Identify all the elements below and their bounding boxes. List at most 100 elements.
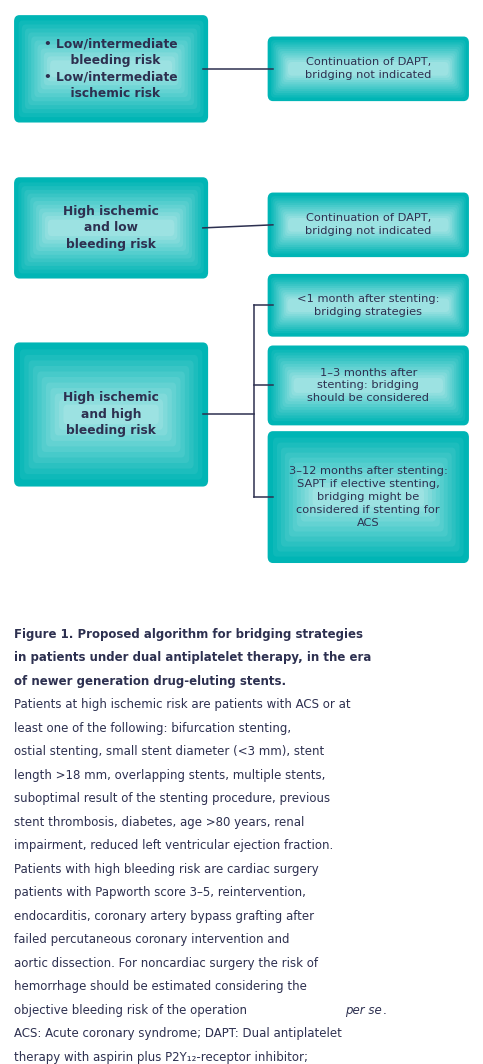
FancyBboxPatch shape bbox=[269, 194, 468, 255]
FancyBboxPatch shape bbox=[24, 355, 198, 475]
FancyBboxPatch shape bbox=[281, 290, 456, 320]
FancyBboxPatch shape bbox=[289, 372, 447, 399]
FancyBboxPatch shape bbox=[280, 361, 456, 410]
FancyBboxPatch shape bbox=[281, 53, 455, 84]
FancyBboxPatch shape bbox=[276, 284, 461, 327]
Text: failed percutaneous coronary intervention and: failed percutaneous coronary interventio… bbox=[14, 933, 290, 946]
FancyBboxPatch shape bbox=[24, 189, 198, 266]
FancyBboxPatch shape bbox=[272, 43, 464, 96]
FancyBboxPatch shape bbox=[277, 286, 459, 325]
Text: High ischemic
and high
bleeding risk: High ischemic and high bleeding risk bbox=[63, 392, 159, 437]
FancyBboxPatch shape bbox=[50, 61, 172, 78]
FancyBboxPatch shape bbox=[288, 218, 449, 232]
Text: suboptimal result of the stenting procedure, previous: suboptimal result of the stenting proced… bbox=[14, 793, 331, 805]
FancyBboxPatch shape bbox=[269, 347, 468, 423]
FancyBboxPatch shape bbox=[279, 51, 457, 86]
Text: of newer generation drug-eluting stents.: of newer generation drug-eluting stents. bbox=[14, 675, 286, 687]
FancyBboxPatch shape bbox=[297, 467, 440, 527]
FancyBboxPatch shape bbox=[291, 376, 445, 396]
FancyBboxPatch shape bbox=[276, 202, 461, 247]
FancyBboxPatch shape bbox=[55, 394, 168, 435]
Text: least one of the following: bifurcation stenting,: least one of the following: bifurcation … bbox=[14, 721, 292, 734]
FancyBboxPatch shape bbox=[273, 352, 463, 418]
FancyBboxPatch shape bbox=[59, 399, 163, 430]
FancyBboxPatch shape bbox=[45, 216, 177, 239]
FancyBboxPatch shape bbox=[283, 364, 454, 408]
FancyBboxPatch shape bbox=[269, 38, 468, 100]
Text: in patients under dual antiplatelet therapy, in the era: in patients under dual antiplatelet ther… bbox=[14, 651, 372, 664]
FancyBboxPatch shape bbox=[289, 458, 448, 536]
Text: .: . bbox=[383, 1003, 387, 1017]
Text: Patients at high ischemic risk are patients with ACS or at: Patients at high ischemic risk are patie… bbox=[14, 698, 351, 711]
FancyBboxPatch shape bbox=[48, 219, 174, 236]
FancyBboxPatch shape bbox=[47, 56, 175, 81]
FancyBboxPatch shape bbox=[271, 40, 466, 98]
FancyBboxPatch shape bbox=[284, 57, 452, 80]
FancyBboxPatch shape bbox=[286, 60, 450, 78]
Text: length >18 mm, overlapping stents, multiple stents,: length >18 mm, overlapping stents, multi… bbox=[14, 768, 326, 782]
Text: Figure 1. Proposed algorithm for bridging strategies: Figure 1. Proposed algorithm for bridgin… bbox=[14, 628, 364, 641]
FancyBboxPatch shape bbox=[15, 179, 207, 277]
FancyBboxPatch shape bbox=[21, 186, 201, 269]
FancyBboxPatch shape bbox=[50, 388, 172, 440]
Text: endocarditis, coronary artery bypass grafting after: endocarditis, coronary artery bypass gra… bbox=[14, 910, 314, 922]
FancyBboxPatch shape bbox=[20, 349, 202, 480]
FancyBboxPatch shape bbox=[37, 371, 185, 458]
FancyBboxPatch shape bbox=[44, 52, 178, 85]
FancyBboxPatch shape bbox=[278, 359, 459, 413]
Text: 1–3 months after
stenting: bridging
should be considered: 1–3 months after stenting: bridging shou… bbox=[307, 368, 429, 403]
FancyBboxPatch shape bbox=[285, 452, 452, 542]
FancyBboxPatch shape bbox=[309, 483, 428, 512]
Text: Continuation of DAPT,
bridging not indicated: Continuation of DAPT, bridging not indic… bbox=[305, 57, 431, 80]
FancyBboxPatch shape bbox=[15, 17, 207, 121]
FancyBboxPatch shape bbox=[63, 404, 159, 425]
FancyBboxPatch shape bbox=[281, 210, 455, 240]
FancyBboxPatch shape bbox=[28, 361, 194, 468]
FancyBboxPatch shape bbox=[285, 297, 451, 314]
FancyBboxPatch shape bbox=[33, 366, 189, 463]
FancyBboxPatch shape bbox=[25, 29, 197, 110]
FancyBboxPatch shape bbox=[18, 182, 204, 273]
FancyBboxPatch shape bbox=[273, 437, 464, 556]
FancyBboxPatch shape bbox=[281, 448, 455, 547]
Text: 3–12 months after stenting:
SAPT if elective stenting,
bridging might be
conside: 3–12 months after stenting: SAPT if elec… bbox=[289, 466, 448, 528]
FancyBboxPatch shape bbox=[269, 433, 468, 562]
Text: hemorrhage should be estimated considering the: hemorrhage should be estimated consideri… bbox=[14, 980, 307, 994]
FancyBboxPatch shape bbox=[31, 36, 191, 101]
FancyBboxPatch shape bbox=[279, 207, 457, 243]
FancyBboxPatch shape bbox=[283, 212, 454, 238]
Text: aortic dissection. For noncardiac surgery the risk of: aortic dissection. For noncardiac surger… bbox=[14, 957, 318, 969]
Text: <1 month after stenting:
bridging strategies: <1 month after stenting: bridging strate… bbox=[297, 294, 440, 317]
FancyBboxPatch shape bbox=[39, 209, 183, 247]
FancyBboxPatch shape bbox=[279, 288, 457, 322]
FancyBboxPatch shape bbox=[22, 24, 200, 113]
Text: objective bleeding risk of the operation: objective bleeding risk of the operation bbox=[14, 1003, 251, 1017]
Text: stent thrombosis, diabetes, age >80 years, renal: stent thrombosis, diabetes, age >80 year… bbox=[14, 816, 305, 829]
FancyBboxPatch shape bbox=[277, 443, 460, 551]
FancyBboxPatch shape bbox=[42, 377, 181, 452]
FancyBboxPatch shape bbox=[33, 201, 189, 254]
FancyBboxPatch shape bbox=[276, 355, 461, 416]
Text: impairment, reduced left ventricular ejection fraction.: impairment, reduced left ventricular eje… bbox=[14, 839, 334, 852]
FancyBboxPatch shape bbox=[271, 196, 466, 253]
FancyBboxPatch shape bbox=[284, 295, 453, 316]
Text: patients with Papworth score 3–5, reintervention,: patients with Papworth score 3–5, reinte… bbox=[14, 886, 306, 899]
FancyBboxPatch shape bbox=[269, 276, 468, 335]
FancyBboxPatch shape bbox=[15, 344, 207, 485]
FancyBboxPatch shape bbox=[27, 194, 195, 262]
FancyBboxPatch shape bbox=[272, 198, 464, 251]
FancyBboxPatch shape bbox=[274, 45, 462, 94]
FancyBboxPatch shape bbox=[28, 32, 194, 105]
FancyBboxPatch shape bbox=[41, 48, 182, 89]
Text: per se: per se bbox=[345, 1003, 382, 1017]
FancyBboxPatch shape bbox=[301, 472, 436, 521]
FancyBboxPatch shape bbox=[284, 214, 452, 236]
Text: • Low/intermediate
  bleeding risk
• Low/intermediate
  ischemic risk: • Low/intermediate bleeding risk • Low/i… bbox=[44, 37, 178, 100]
Text: ACS: Acute coronary syndrome; DAPT: Dual antiplatelet: ACS: Acute coronary syndrome; DAPT: Dual… bbox=[14, 1028, 342, 1041]
FancyBboxPatch shape bbox=[276, 47, 461, 92]
Text: High ischemic
and low
bleeding risk: High ischemic and low bleeding risk bbox=[63, 205, 159, 251]
FancyBboxPatch shape bbox=[274, 282, 463, 329]
FancyBboxPatch shape bbox=[36, 204, 186, 251]
FancyBboxPatch shape bbox=[313, 487, 424, 506]
FancyBboxPatch shape bbox=[19, 20, 203, 117]
